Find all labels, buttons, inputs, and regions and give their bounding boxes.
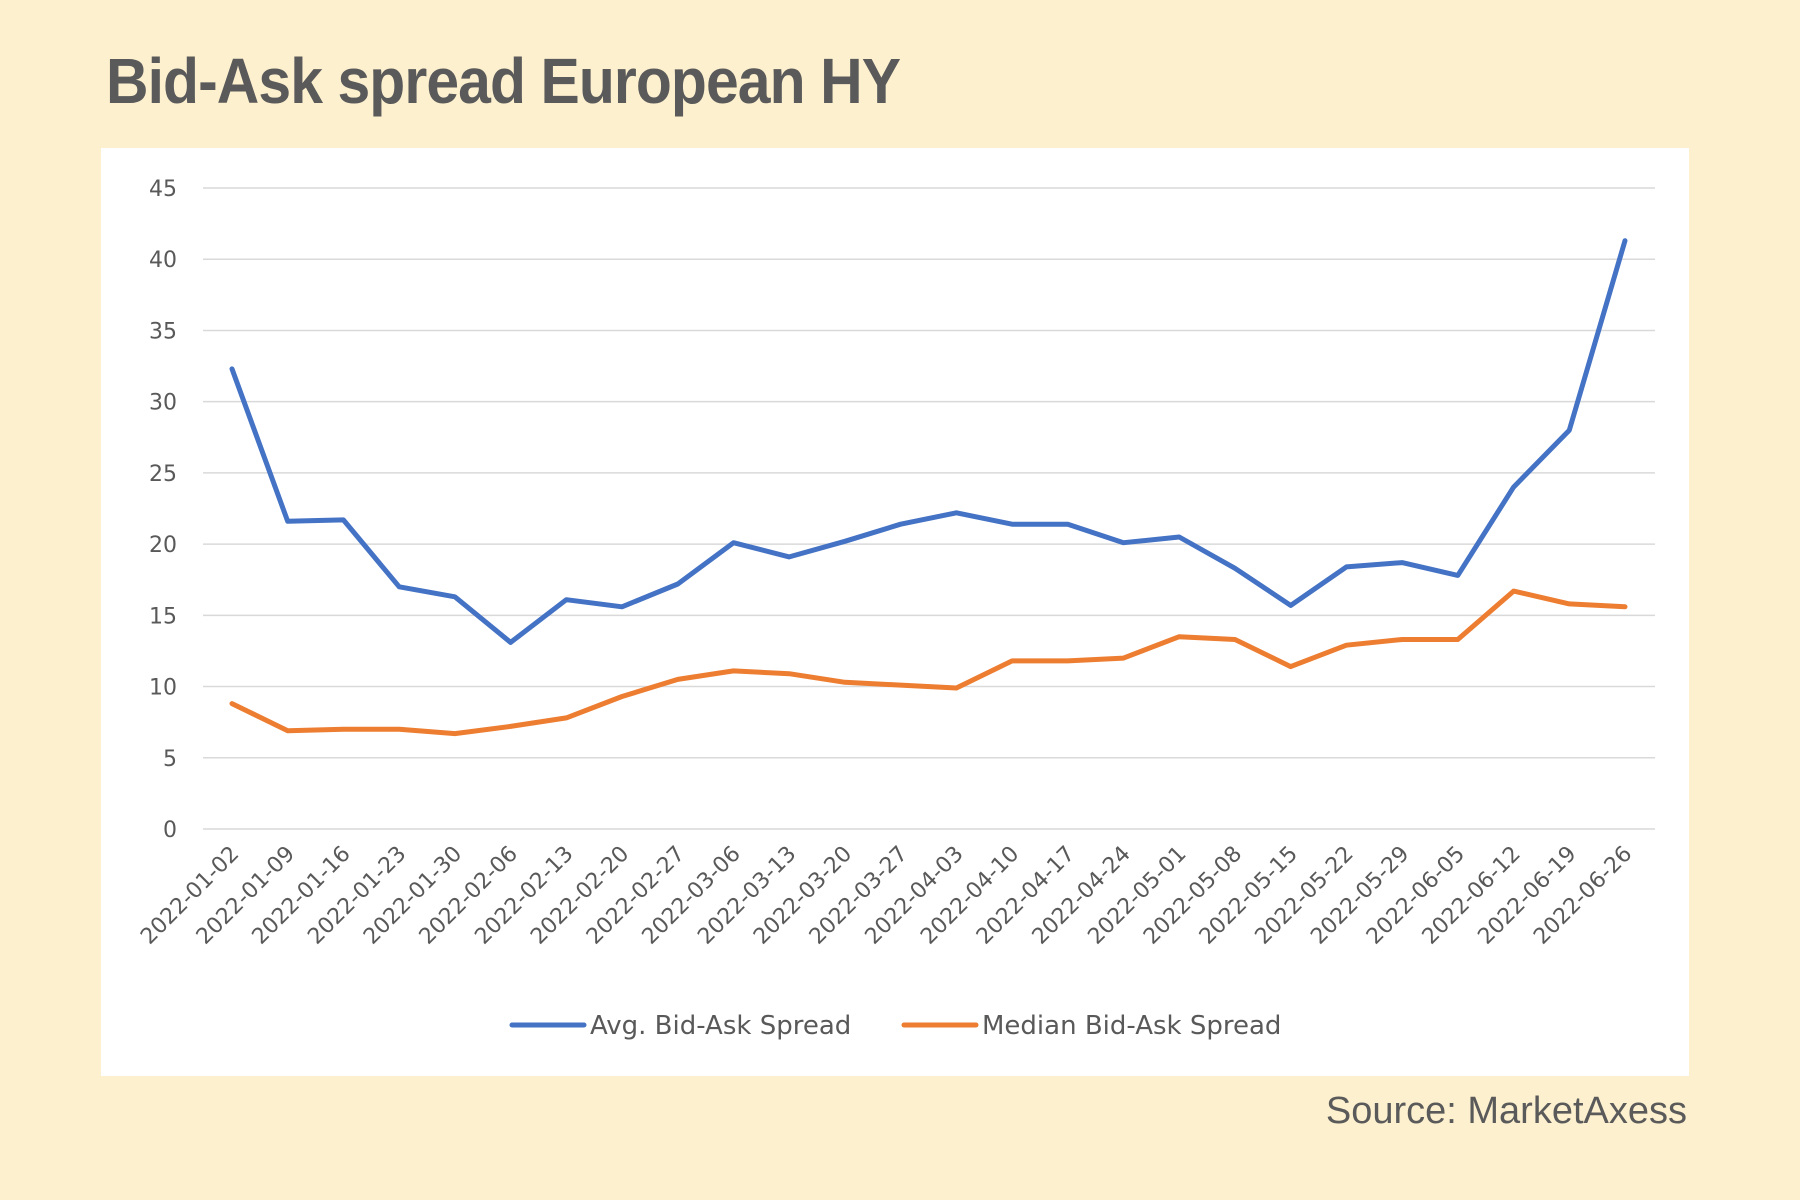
series-line-median <box>229 588 1628 737</box>
y-tick-label: 20 <box>149 533 177 558</box>
series-lines <box>229 238 1628 737</box>
y-tick-label: 0 <box>163 818 177 843</box>
y-tick-label: 35 <box>149 319 177 344</box>
legend: Avg. Bid-Ask Spread Median Bid-Ask Spread <box>509 1011 1281 1041</box>
line-chart: 0 5 10 15 20 25 30 35 40 45 2022-01-022022-01-092… <box>136 177 1655 1041</box>
legend-label: Median Bid-Ask Spread <box>982 1011 1281 1041</box>
y-tick-label: 30 <box>149 391 177 416</box>
y-tick-label: 40 <box>149 248 177 273</box>
chart-title: Bid-Ask spread European HY <box>106 45 901 117</box>
x-tick-label: 2022-06-26 <box>1529 842 1637 950</box>
x-axis-tick-labels: 2022-01-022022-01-092022-01-162022-01-23… <box>136 842 1637 950</box>
y-tick-label: 25 <box>149 462 177 487</box>
y-axis-tick-labels: 0 5 10 15 20 25 30 35 40 45 <box>149 177 177 843</box>
y-tick-label: 15 <box>149 604 177 629</box>
y-tick-label: 5 <box>163 747 177 772</box>
legend-label: Avg. Bid-Ask Spread <box>590 1011 851 1041</box>
gridlines <box>203 187 1655 830</box>
y-tick-label: 10 <box>149 676 177 701</box>
source-note: Source: MarketAxess <box>1325 1090 1687 1132</box>
series-line-avg <box>229 238 1628 645</box>
chart-panel: 0 5 10 15 20 25 30 35 40 45 2022-01-02 2022-01-09 2… <box>101 148 1689 1076</box>
y-tick-label: 45 <box>149 177 177 202</box>
